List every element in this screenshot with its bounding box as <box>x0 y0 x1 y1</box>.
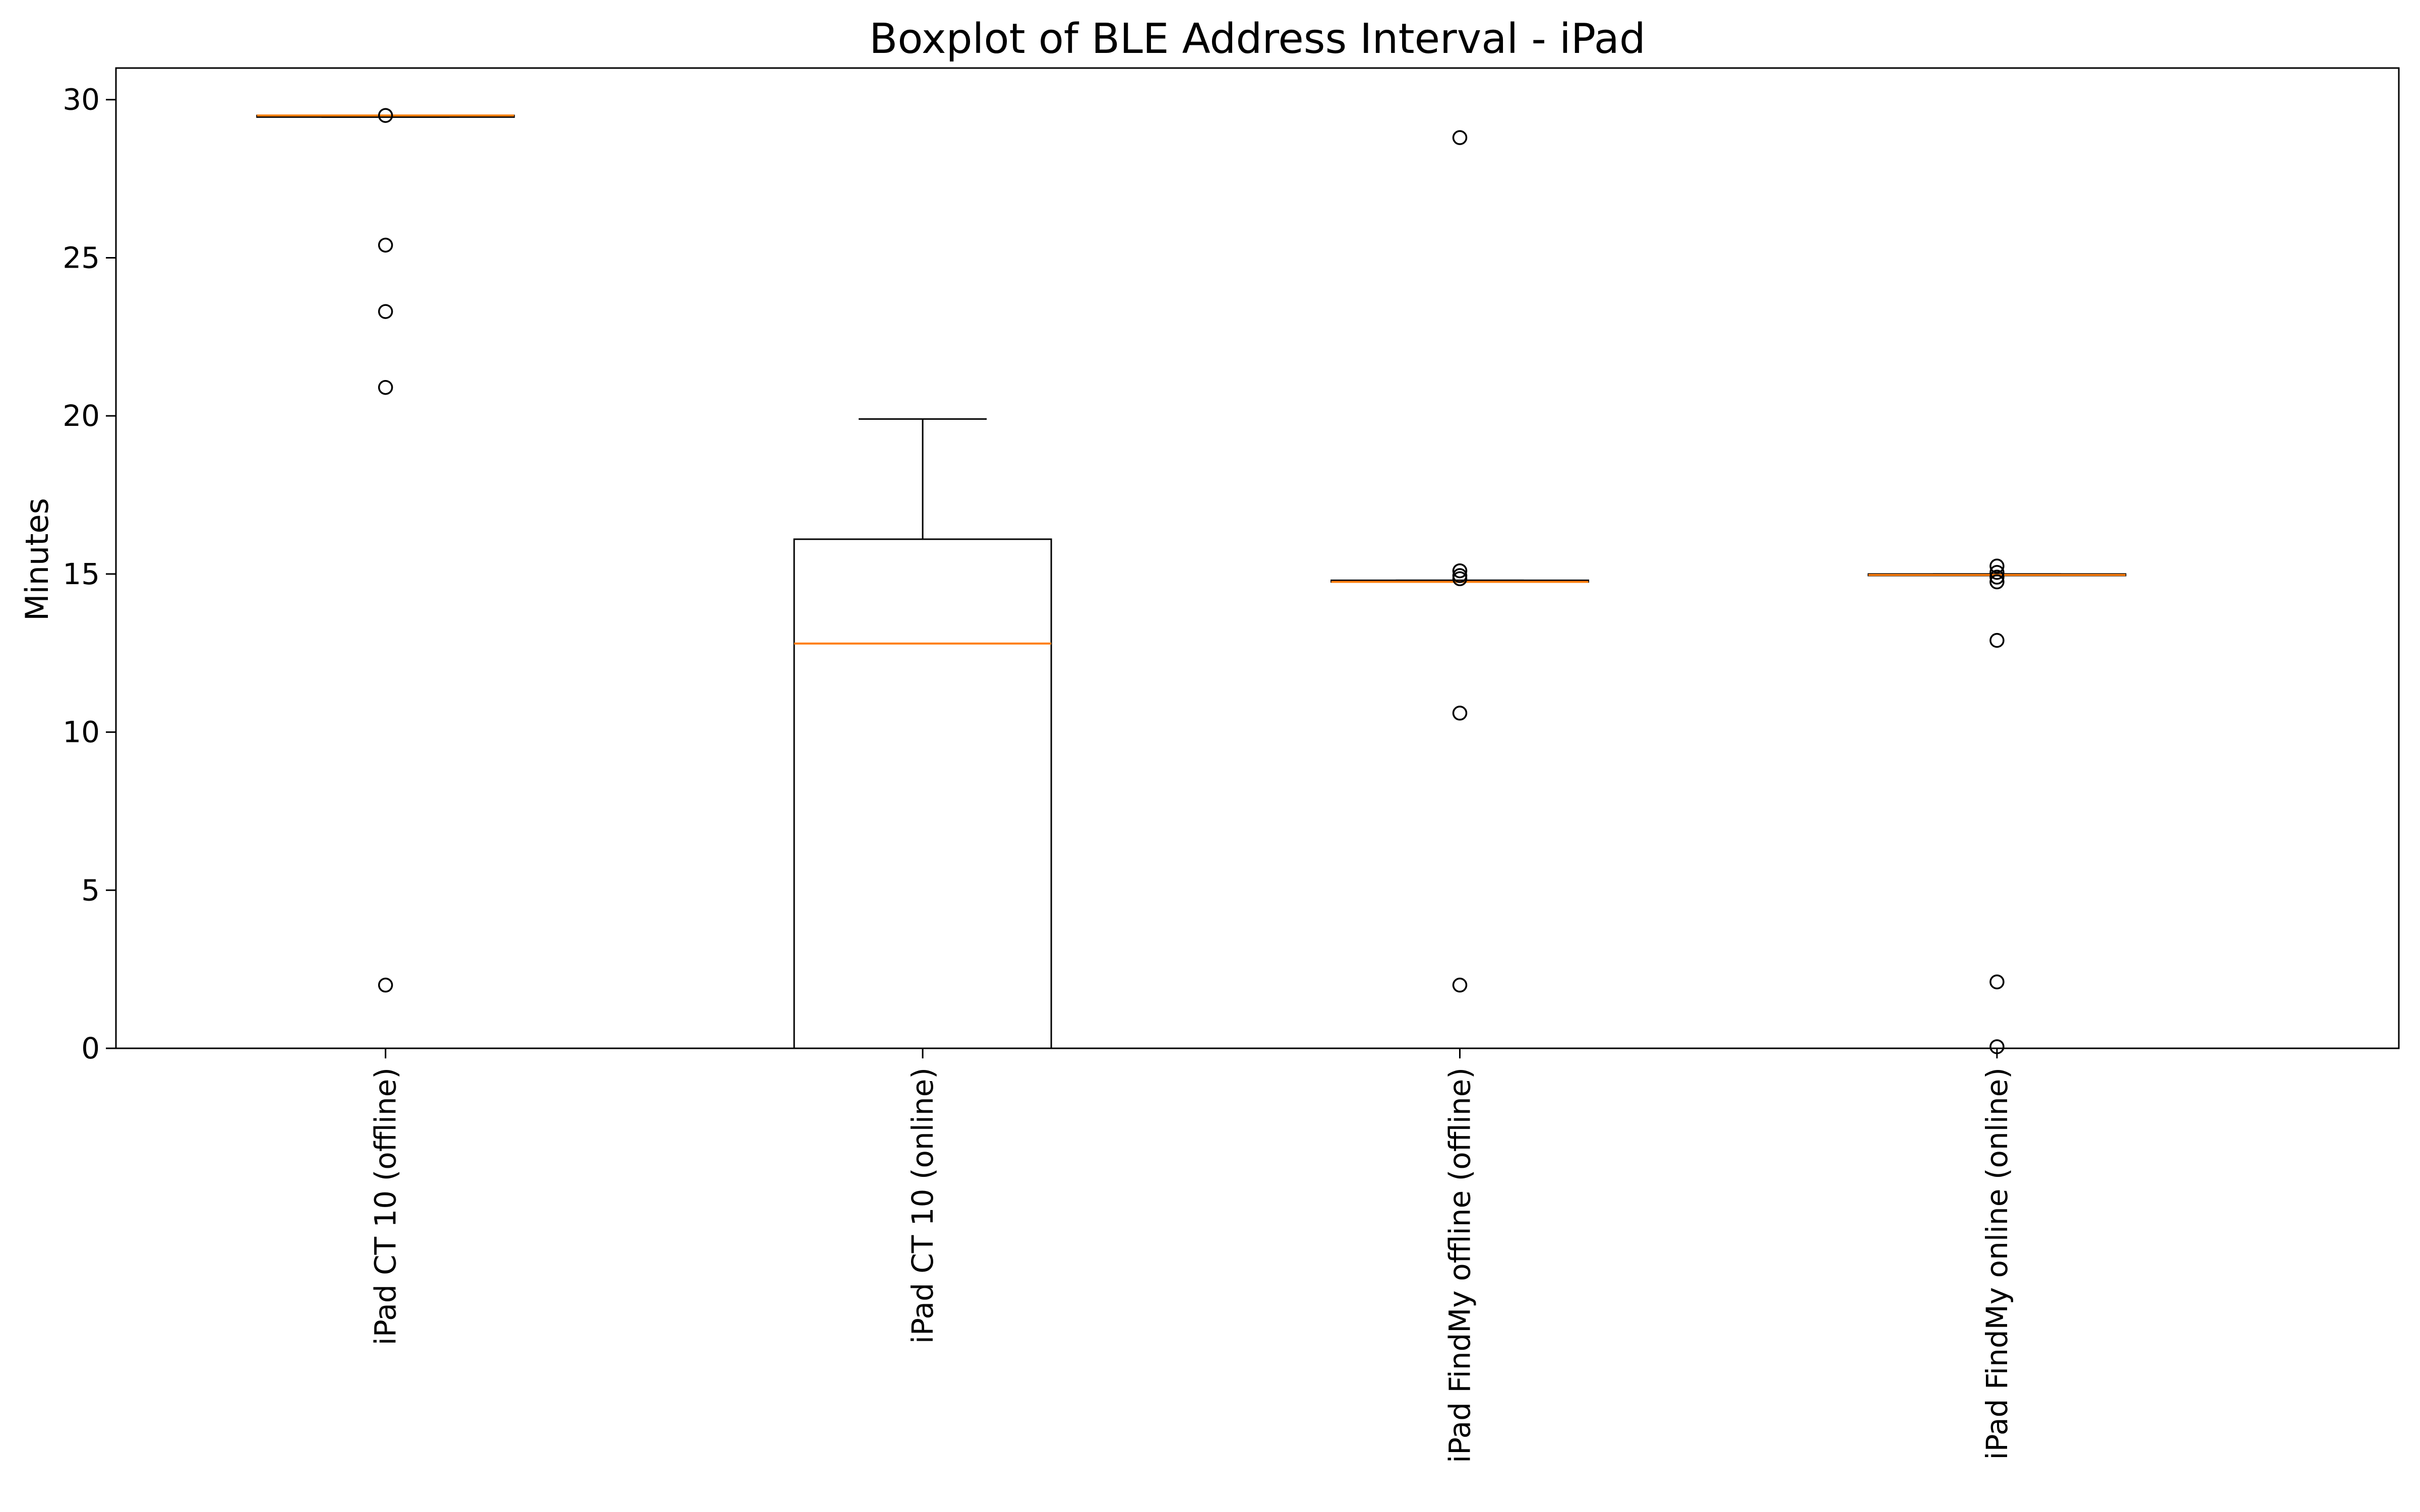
outlier-point <box>1989 564 2005 580</box>
outlier-point <box>1452 706 1468 721</box>
x-tick-label: iPad FindMy online (online) <box>1980 1067 2014 1460</box>
outlier-point <box>378 237 393 253</box>
y-tick-label: 15 <box>63 557 100 591</box>
y-tick-label: 30 <box>63 83 100 117</box>
y-tick-label: 5 <box>81 873 100 907</box>
outlier-point <box>1452 563 1468 579</box>
outlier-point <box>378 977 393 993</box>
y-tick-label: 20 <box>63 399 100 433</box>
outlier-point <box>1989 574 2005 590</box>
y-tick-label: 10 <box>63 715 100 749</box>
plot-frame <box>115 67 2400 1049</box>
outlier-point <box>378 304 393 319</box>
x-tick-label: iPad CT 10 (offline) <box>369 1067 403 1345</box>
y-axis-label: Minutes <box>19 498 55 621</box>
outlier-point <box>1452 977 1468 993</box>
x-tick-label: iPad FindMy offline (offline) <box>1443 1067 1477 1463</box>
y-tick-label: 25 <box>63 240 100 275</box>
outlier-point <box>378 380 393 395</box>
outlier-point <box>378 108 393 123</box>
x-tick-label: iPad CT 10 (online) <box>905 1067 940 1344</box>
plot-area: 0 5 10 15 20 25 30 iPad CT 10 (offline) iPad CT … <box>63 83 2127 1463</box>
box <box>793 538 1052 1049</box>
outlier-point <box>1989 558 2005 574</box>
chart-title: Boxplot of BLE Address Interval - iPad <box>869 15 1646 63</box>
outlier-point <box>1989 633 2005 648</box>
outlier-point <box>1452 130 1468 145</box>
outlier-point <box>1452 571 1468 587</box>
outlier-point <box>1989 974 2005 989</box>
outlier-point <box>1989 570 2005 585</box>
y-tick-label: 0 <box>81 1031 100 1065</box>
outlier-point <box>1989 1039 2005 1054</box>
